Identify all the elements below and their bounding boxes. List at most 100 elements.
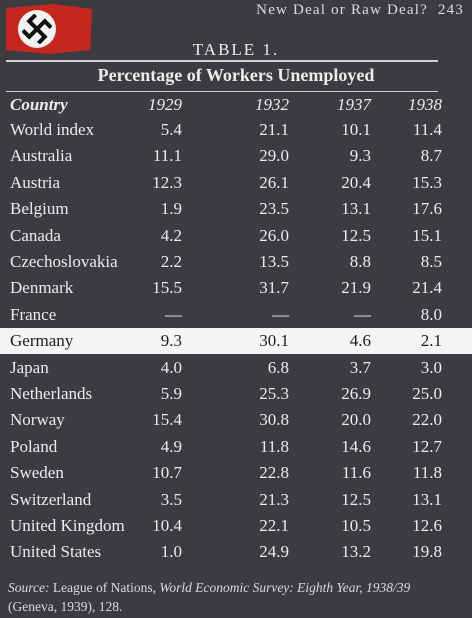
value-1932-cell: 29.0: [259, 146, 289, 166]
value-1937-cell: 10.1: [341, 120, 371, 139]
country-cell: Denmark: [10, 278, 74, 298]
value-1932-cell: 11.8: [259, 436, 289, 456]
value-1932-cell: 6.8: [267, 357, 289, 377]
table-row: Switzerland 3.5 21.3 12.5 13.1: [0, 487, 472, 513]
value-1932-cell: 30.1: [259, 331, 289, 351]
column-header-1929: 1929: [148, 95, 182, 114]
swastika-flag-icon: [6, 4, 92, 54]
table-row: Canada 4.2 26.0 12.5 15.1: [0, 223, 472, 249]
value-1937-cell: 9.3: [349, 146, 371, 166]
country-cell: Switzerland: [10, 489, 92, 509]
value-1929-cell: 5.9: [160, 384, 182, 403]
value-1932-cell: 21.3: [259, 489, 289, 509]
value-1938-cell: 11.8: [412, 463, 442, 483]
column-header-country: Country: [10, 95, 68, 114]
value-1938-cell: 8.0: [420, 304, 442, 324]
value-1937-cell: 12.5: [341, 489, 371, 509]
column-header-1937: 1937: [337, 95, 371, 114]
table-row: Austria 12.3 26.1 20.4 15.3: [0, 170, 472, 196]
value-1938-cell: 19.8: [412, 542, 442, 562]
value-1932-cell: —: [272, 304, 289, 324]
value-1937-cell: 14.6: [341, 436, 371, 456]
value-1937-cell: 8.8: [349, 252, 371, 271]
value-1937-cell: 21.9: [341, 278, 371, 298]
table-row: France — — — 8.0: [0, 302, 472, 328]
value-1932-cell: 21.1: [259, 120, 289, 139]
value-1938-cell: 8.5: [420, 252, 442, 271]
table-row: Norway 15.4 30.8 20.0 22.0: [0, 407, 472, 433]
table-row: Australia 11.1 29.0 9.3 8.7: [0, 143, 472, 169]
value-1938-cell: 3.0: [420, 357, 442, 377]
value-1932-cell: 23.5: [259, 199, 289, 219]
country-cell: Norway: [10, 410, 65, 430]
value-1938-cell: 22.0: [412, 410, 442, 430]
value-1929-cell: 2.2: [160, 252, 182, 271]
table-row: Netherlands 5.9 25.3 26.9 25.0: [0, 381, 472, 407]
value-1932-cell: 31.7: [259, 278, 289, 298]
value-1937-cell: 10.5: [341, 516, 371, 535]
table-header-row: Country 1929 1932 1937 1938: [0, 92, 472, 118]
value-1937-cell: 26.9: [341, 384, 371, 403]
value-1929-cell: 4.0: [160, 357, 182, 377]
value-1938-cell: 11.4: [412, 120, 442, 139]
country-cell: Canada: [10, 225, 61, 245]
value-1938-cell: 13.1: [412, 489, 442, 509]
running-header: New Deal or Raw Deal? 243: [256, 2, 464, 19]
value-1929-cell: 9.3: [160, 331, 182, 351]
table-row: United States 1.0 24.9 13.2 19.8: [0, 539, 472, 565]
country-cell: World index: [10, 120, 95, 139]
country-cell: Germany: [10, 331, 74, 351]
value-1938-cell: 17.6: [412, 199, 442, 219]
table-row: Japan 4.0 6.8 3.7 3.0: [0, 355, 472, 381]
value-1938-cell: 12.7: [412, 436, 442, 456]
value-1938-cell: 8.7: [420, 146, 442, 166]
value-1929-cell: 4.2: [160, 225, 182, 245]
value-1932-cell: 13.5: [259, 252, 289, 271]
value-1932-cell: 24.9: [259, 542, 289, 562]
country-cell: Poland: [10, 436, 58, 456]
country-cell: Austria: [10, 172, 61, 192]
source-note: Source: League of Nations, World Economi…: [8, 580, 411, 614]
value-1938-cell: 15.1: [412, 225, 442, 245]
table-row: World index 5.4 21.1 10.1 11.4: [0, 117, 472, 143]
country-cell: Belgium: [10, 199, 69, 219]
top-rule: [6, 60, 438, 62]
value-1938-cell: 21.4: [412, 278, 442, 298]
value-1937-cell: 13.1: [341, 199, 371, 219]
value-1929-cell: 3.5: [160, 489, 182, 509]
country-cell: Japan: [10, 357, 49, 377]
value-1938-cell: 15.3: [412, 172, 442, 192]
value-1937-cell: 12.5: [341, 225, 371, 245]
page-number: 243: [437, 2, 464, 18]
caption-rule: [6, 91, 438, 92]
value-1932-cell: 30.8: [259, 410, 289, 430]
country-cell: Australia: [10, 146, 73, 166]
value-1932-cell: 25.3: [259, 384, 289, 403]
country-cell: United States: [10, 542, 102, 562]
value-1929-cell: 1.9: [160, 199, 182, 219]
table-row: Denmark 15.5 31.7 21.9 21.4: [0, 275, 472, 301]
value-1937-cell: —: [354, 304, 371, 324]
table-row: Germany 9.3 30.1 4.6 2.1: [0, 328, 472, 355]
value-1932-cell: 26.0: [259, 225, 289, 245]
value-1929-cell: 15.5: [152, 278, 182, 298]
running-title: New Deal or Raw Deal?: [256, 2, 428, 18]
column-header-1938: 1938: [408, 95, 442, 114]
value-1938-cell: 25.0: [412, 384, 442, 403]
value-1937-cell: 20.4: [341, 172, 371, 192]
value-1929-cell: 11.1: [152, 146, 182, 166]
country-cell: Netherlands: [10, 384, 93, 403]
value-1937-cell: 13.2: [341, 542, 371, 562]
country-cell: Czechoslovakia: [10, 252, 118, 271]
table-label: TABLE 1.: [192, 40, 280, 59]
value-1932-cell: 22.8: [259, 463, 289, 483]
value-1929-cell: —: [165, 304, 182, 324]
country-cell: Sweden: [10, 463, 64, 483]
value-1937-cell: 4.6: [349, 331, 371, 351]
country-cell: France: [10, 304, 57, 324]
value-1938-cell: 12.6: [412, 516, 442, 535]
country-cell: United Kingdom: [10, 516, 125, 535]
table-caption: Percentage of Workers Unemployed: [97, 65, 375, 85]
value-1937-cell: 20.0: [341, 410, 371, 430]
table-row: Sweden 10.7 22.8 11.6 11.8: [0, 460, 472, 486]
